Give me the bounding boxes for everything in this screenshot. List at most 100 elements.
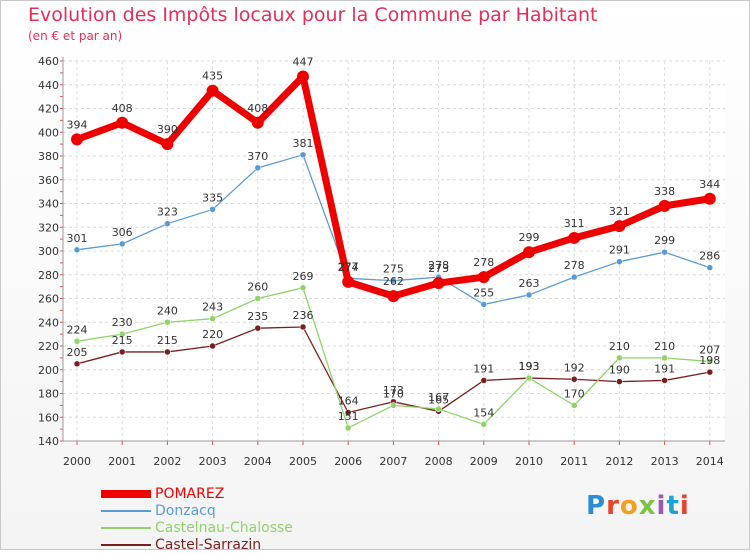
data-point — [164, 220, 171, 227]
y-tick-label: 460 — [38, 55, 59, 68]
data-point — [661, 248, 668, 256]
data-label: 273 — [428, 262, 449, 275]
data-label: 193 — [519, 360, 540, 373]
data-label: 370 — [247, 150, 268, 163]
x-tick-label: 2011 — [560, 455, 588, 468]
data-point — [342, 275, 355, 288]
logo-letter: o — [619, 491, 639, 521]
data-point — [570, 376, 578, 383]
data-point — [570, 273, 578, 281]
data-point — [661, 377, 668, 384]
data-label: 435 — [202, 70, 223, 83]
data-point — [480, 301, 488, 308]
data-label: 275 — [383, 263, 404, 276]
chart-title: Evolution des Impôts locaux pour la Comm… — [28, 4, 598, 26]
data-label: 151 — [338, 410, 359, 423]
y-tick-label: 280 — [38, 269, 59, 282]
data-point — [435, 405, 442, 413]
data-label: 338 — [654, 185, 675, 198]
data-label: 278 — [564, 259, 585, 272]
data-label: 299 — [519, 231, 540, 244]
legend-label: Castel-Sarrazin — [155, 537, 262, 553]
x-tick-label: 2005 — [289, 455, 317, 468]
data-point — [71, 133, 83, 146]
data-point — [118, 240, 126, 248]
data-point — [570, 402, 578, 409]
data-point — [164, 348, 171, 356]
data-point — [568, 231, 581, 244]
data-point — [706, 368, 714, 376]
data-point — [658, 199, 671, 212]
data-label: 198 — [699, 354, 720, 367]
data-label: 291 — [609, 244, 630, 257]
y-tick-label: 260 — [38, 293, 59, 306]
data-label: 243 — [202, 301, 223, 314]
y-tick-label: 160 — [38, 411, 59, 424]
data-point — [254, 295, 262, 302]
data-label: 215 — [157, 334, 178, 347]
data-label: 170 — [564, 387, 585, 400]
data-point — [299, 284, 307, 292]
data-label: 165 — [428, 393, 449, 406]
logo-letter: i — [656, 491, 667, 521]
data-point — [299, 151, 307, 159]
data-label: 205 — [67, 346, 88, 359]
data-point — [477, 271, 490, 284]
legend-swatch — [101, 527, 151, 529]
data-label: 167 — [428, 391, 449, 404]
data-point — [254, 164, 262, 172]
x-tick-label: 2008 — [425, 455, 453, 468]
data-label: 260 — [247, 281, 268, 294]
data-point — [209, 342, 216, 350]
x-tick-label: 2010 — [515, 455, 543, 468]
x-tick-label: 2000 — [63, 455, 91, 468]
data-point — [73, 360, 81, 368]
y-tick-label: 400 — [38, 126, 59, 139]
y-tick-label: 360 — [38, 174, 59, 187]
data-label: 269 — [293, 270, 314, 283]
x-tick-label: 2013 — [651, 455, 679, 468]
data-label: 215 — [112, 334, 133, 347]
data-point — [297, 70, 309, 83]
chart-subtitle: (en € et par an) — [28, 29, 123, 43]
data-label: 390 — [157, 123, 178, 136]
data-label: 262 — [383, 275, 404, 288]
data-point — [344, 424, 352, 432]
x-tick-label: 2009 — [470, 455, 498, 468]
data-label: 164 — [338, 395, 359, 408]
y-tick-label: 240 — [38, 316, 59, 329]
data-point — [480, 421, 488, 428]
data-label: 311 — [564, 217, 585, 230]
data-point — [251, 116, 264, 129]
data-label: 210 — [609, 340, 630, 353]
data-point — [525, 374, 533, 382]
y-tick-label: 420 — [38, 103, 59, 116]
x-tick-label: 2012 — [605, 455, 633, 468]
data-point — [164, 319, 171, 326]
data-point — [432, 277, 445, 290]
data-label: 381 — [293, 137, 314, 150]
data-point — [616, 354, 623, 362]
legend-label: POMAREZ — [155, 486, 225, 502]
x-tick-label: 2007 — [379, 455, 407, 468]
grid — [63, 60, 725, 442]
data-label: 220 — [202, 328, 223, 341]
x-tick-label: 2002 — [153, 455, 181, 468]
x-tick-label: 2004 — [244, 455, 272, 468]
legend-swatch — [101, 490, 151, 498]
data-point — [118, 330, 126, 338]
logo-letter: i — [679, 491, 690, 521]
y-tick-label: 340 — [38, 198, 59, 211]
data-label: 224 — [67, 323, 88, 336]
data-point — [206, 84, 219, 97]
data-point — [661, 354, 668, 362]
data-label: 191 — [473, 362, 494, 375]
data-point — [706, 264, 714, 271]
y-tick-label: 220 — [38, 340, 59, 353]
legend-label: Castelnau-Chalosse — [155, 520, 293, 536]
data-point — [613, 220, 626, 233]
data-label: 394 — [67, 118, 88, 131]
y-tick-label: 180 — [38, 388, 59, 401]
data-label: 191 — [654, 362, 675, 375]
